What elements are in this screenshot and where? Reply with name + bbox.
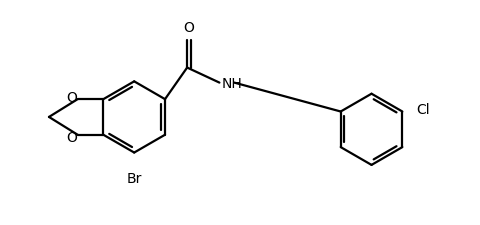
Text: O: O bbox=[66, 131, 76, 145]
Text: O: O bbox=[183, 21, 194, 35]
Text: Br: Br bbox=[126, 172, 142, 185]
Text: NH: NH bbox=[221, 76, 241, 90]
Text: Cl: Cl bbox=[415, 103, 429, 117]
Text: O: O bbox=[66, 90, 76, 104]
